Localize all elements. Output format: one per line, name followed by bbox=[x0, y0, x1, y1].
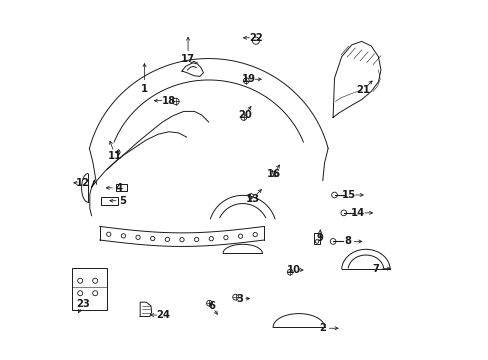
Text: 18: 18 bbox=[162, 96, 176, 106]
Text: 24: 24 bbox=[156, 310, 170, 320]
Text: 5: 5 bbox=[119, 196, 125, 206]
Text: 17: 17 bbox=[181, 54, 195, 64]
Text: 19: 19 bbox=[241, 74, 255, 84]
Text: 22: 22 bbox=[248, 33, 262, 43]
Text: 11: 11 bbox=[108, 151, 122, 161]
Text: 16: 16 bbox=[266, 168, 280, 179]
Text: 23: 23 bbox=[76, 299, 90, 309]
Text: 3: 3 bbox=[236, 294, 243, 303]
Text: 8: 8 bbox=[343, 237, 350, 247]
Text: 7: 7 bbox=[372, 264, 379, 274]
Text: 9: 9 bbox=[316, 233, 323, 243]
Text: 14: 14 bbox=[350, 208, 365, 218]
Text: 13: 13 bbox=[245, 194, 259, 203]
Text: 10: 10 bbox=[286, 265, 300, 275]
Text: 15: 15 bbox=[341, 190, 355, 200]
Text: 21: 21 bbox=[355, 85, 369, 95]
Text: 6: 6 bbox=[208, 301, 215, 311]
Text: 1: 1 bbox=[141, 84, 148, 94]
Text: 20: 20 bbox=[238, 110, 252, 120]
Text: 4: 4 bbox=[115, 183, 122, 193]
Text: 2: 2 bbox=[318, 323, 325, 333]
Text: 12: 12 bbox=[76, 178, 90, 188]
